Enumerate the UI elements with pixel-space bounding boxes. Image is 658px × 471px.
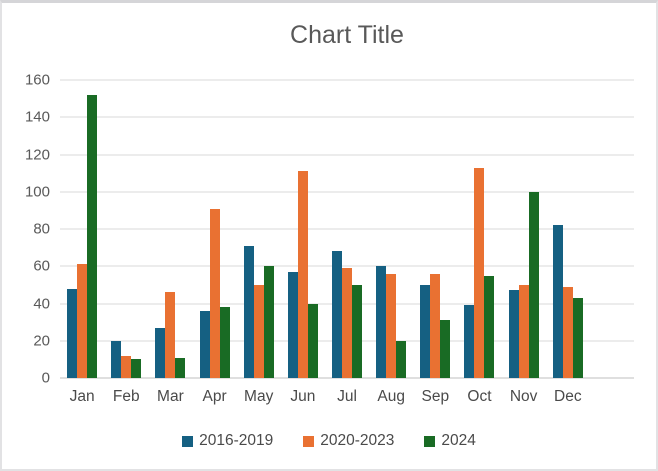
bar-groups xyxy=(60,80,634,378)
bar-2024-nov xyxy=(528,191,539,378)
gridline xyxy=(60,265,634,267)
x-tick-label-empty xyxy=(590,388,634,406)
bar-2024-sep xyxy=(440,320,451,378)
gridline xyxy=(60,116,634,118)
y-tick-label: 100 xyxy=(24,183,50,201)
legend-item-2024: 2024 xyxy=(424,432,476,450)
bar-2016-2019-dec xyxy=(552,225,563,378)
bar-group-empty xyxy=(590,80,634,378)
bar-2016-2019-jul xyxy=(332,251,343,378)
bar-group-jan xyxy=(60,80,104,378)
bar-2020-2023-oct xyxy=(474,167,485,378)
bar-2020-2023-jun xyxy=(297,171,308,378)
bar-2016-2019-feb xyxy=(111,340,122,378)
bar-group-feb xyxy=(104,80,148,378)
legend: 2016-2019 2020-2023 2024 xyxy=(2,432,656,450)
x-axis-line xyxy=(60,377,634,379)
x-tick-label: Sep xyxy=(421,388,450,405)
x-tick-label: Dec xyxy=(554,388,582,405)
bar-group-may xyxy=(237,80,281,378)
bar-2016-2019-aug xyxy=(376,266,387,378)
bar-2016-2019-mar xyxy=(155,327,166,378)
bar-2020-2023-mar xyxy=(165,292,176,378)
bar-2016-2019-oct xyxy=(464,305,475,378)
bar-group-apr xyxy=(192,80,236,378)
bar-group-jun xyxy=(281,80,325,378)
gridline xyxy=(60,154,634,155)
bar-2016-2019-nov xyxy=(508,290,519,378)
y-tick-label: 120 xyxy=(24,146,50,163)
bar-group-nov xyxy=(502,80,546,378)
bar-group-mar xyxy=(148,80,192,378)
y-tick-label: 160 xyxy=(24,71,50,89)
gridline xyxy=(60,191,634,193)
legend-label: 2024 xyxy=(441,432,476,449)
legend-swatch-icon xyxy=(424,435,436,447)
x-tick-label: Aug xyxy=(377,388,405,405)
bar-2024-jan xyxy=(87,94,98,378)
x-tick-label: Apr xyxy=(202,388,227,405)
x-tick-label: Feb xyxy=(112,388,140,405)
bar-2020-2023-aug xyxy=(386,273,397,378)
bar-group-aug xyxy=(369,80,413,378)
bar-2020-2023-jul xyxy=(342,268,353,378)
bar-group-dec xyxy=(546,80,590,378)
legend-label: 2016-2019 xyxy=(199,432,274,449)
bar-2020-2023-may xyxy=(253,284,264,378)
bar-2024-may xyxy=(263,266,274,378)
y-tick-label: 40 xyxy=(33,295,50,312)
y-tick-label: 0 xyxy=(41,369,50,387)
bar-2016-2019-may xyxy=(243,245,254,378)
bar-2016-2019-jan xyxy=(67,288,78,378)
bar-2024-jul xyxy=(352,284,363,378)
x-tick-label: Mar xyxy=(157,388,184,405)
bar-2020-2023-sep xyxy=(430,273,441,378)
bar-2020-2023-apr xyxy=(209,208,220,378)
x-tick-label: Nov xyxy=(509,388,538,405)
bar-2016-2019-apr xyxy=(199,310,210,378)
y-tick-label: 60 xyxy=(33,257,50,275)
y-axis: 0 20 40 60 80 100 120 140 160 xyxy=(2,72,50,387)
bar-2024-jun xyxy=(307,303,318,378)
x-tick-label: Jun xyxy=(290,388,316,405)
bar-2016-2019-sep xyxy=(420,284,431,378)
legend-item-2016-2019: 2016-2019 xyxy=(182,432,273,450)
bar-2024-mar xyxy=(175,357,186,378)
bar-2024-oct xyxy=(484,275,495,378)
bar-2024-feb xyxy=(131,359,142,378)
legend-swatch-icon xyxy=(182,435,194,447)
gridline xyxy=(60,79,634,81)
x-tick-label: May xyxy=(244,388,274,405)
bar-2020-2023-dec xyxy=(562,286,573,378)
y-tick-label: 80 xyxy=(33,220,50,238)
y-tick-label: 20 xyxy=(33,332,50,350)
legend-item-2020-2023: 2020-2023 xyxy=(303,432,394,450)
bar-2024-dec xyxy=(572,297,583,378)
x-tick-label: Jan xyxy=(69,388,95,405)
bar-group-jul xyxy=(325,80,369,378)
bar-2024-apr xyxy=(219,307,230,378)
bar-group-oct xyxy=(457,80,501,378)
bar-group-sep xyxy=(413,80,457,378)
plot-area xyxy=(60,79,634,379)
gridline xyxy=(60,228,634,230)
y-tick-label: 140 xyxy=(24,108,50,126)
x-tick-label: Oct xyxy=(467,388,492,405)
bar-2020-2023-nov xyxy=(518,284,529,378)
chart-title: Chart Title xyxy=(290,21,404,49)
x-tick-label: Jul xyxy=(337,388,357,405)
legend-label: 2020-2023 xyxy=(320,432,395,449)
bar-2016-2019-jun xyxy=(287,271,298,378)
x-axis: Jan Feb Mar Apr May Jun Jul Aug Sep Oct Nov Dec xyxy=(60,388,634,406)
legend-swatch-icon xyxy=(303,435,315,447)
bar-2024-aug xyxy=(396,340,407,378)
bar-2020-2023-feb xyxy=(121,355,132,378)
bar-2020-2023-jan xyxy=(77,264,88,378)
